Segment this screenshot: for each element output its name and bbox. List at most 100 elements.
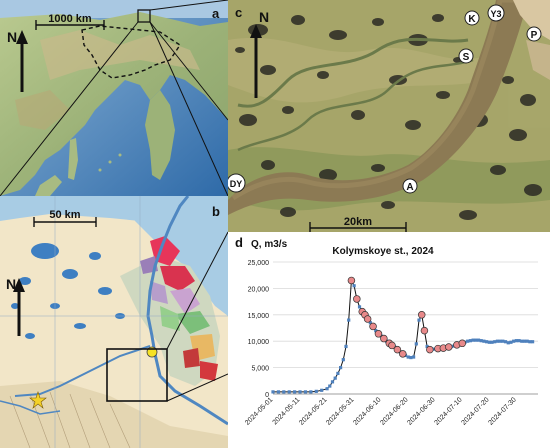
discharge-point (293, 390, 297, 394)
discharge-point (328, 384, 332, 388)
discharge-point (347, 318, 351, 322)
scale-bar-c: 20km (309, 216, 407, 232)
y-tick-label: 20,000 (248, 286, 270, 293)
discharge-point (336, 371, 340, 376)
sampling-point (353, 295, 361, 303)
x-tick-label: 2024-07-20 (460, 396, 490, 426)
discharge-point (530, 340, 535, 344)
y-tick-label: 25,000 (248, 260, 270, 267)
site-marker-dy: DY (228, 173, 246, 193)
x-tick-label: 2024-05-01 (244, 396, 274, 426)
discharge-point (341, 358, 345, 362)
x-tick-label: 2024-07-30 (488, 396, 518, 426)
discharge-point (339, 366, 343, 370)
sampling-point (388, 341, 396, 350)
discharge-point (509, 340, 513, 344)
discharge-point (528, 340, 532, 344)
site-marker-p: P (526, 26, 542, 42)
svg-text:N: N (7, 29, 17, 45)
discharge-point (344, 344, 348, 349)
chart-ylabel: Q, m3/s (251, 239, 288, 250)
discharge-point (357, 305, 362, 309)
discharge-point (303, 390, 308, 394)
svg-text:P: P (531, 30, 538, 41)
discharge-point (333, 376, 337, 380)
panel-label-d: d (235, 235, 243, 250)
svg-text:20km: 20km (344, 216, 372, 228)
discharge-point (487, 340, 491, 344)
discharge-point (409, 355, 413, 360)
scale-bar-b: 50 km (33, 209, 97, 227)
svg-text:N: N (6, 276, 16, 292)
discharge-point (271, 390, 275, 394)
discharge-point (314, 389, 318, 393)
discharge-point (479, 339, 483, 343)
panel-label-b: b (212, 204, 220, 219)
discharge-point (320, 388, 324, 392)
x-tick-label: 2024-06-30 (406, 396, 436, 426)
kolyma-river-channel (228, 0, 528, 215)
discharge-point (503, 340, 508, 344)
discharge-point (368, 321, 372, 325)
x-tick-label: 2024-06-20 (379, 396, 409, 426)
site-marker-y3: Y3 (487, 4, 505, 22)
panel-d-discharge-chart: d Q, m3/s Kolymskoye st., 2024 0 5,000 10,… (228, 232, 550, 448)
svg-text:S: S (463, 52, 470, 63)
y-tick-label: 15,000 (248, 313, 270, 320)
panel-a-overview-map: 1000 km N a (0, 0, 228, 196)
north-arrow-b: N (6, 276, 25, 336)
svg-text:1000 km: 1000 km (48, 13, 92, 25)
x-tick-label: 2024-06-10 (352, 396, 382, 426)
discharge-point (276, 390, 281, 394)
scale-bar-a: 1000 km (35, 13, 105, 30)
discharge-point (476, 338, 481, 342)
north-arrow-c: N (250, 9, 269, 98)
discharge-point (282, 390, 286, 394)
sampling-point (347, 276, 356, 285)
sampling-point (458, 339, 467, 348)
svg-text:A: A (406, 182, 413, 193)
discharge-point (466, 339, 470, 343)
site-marker-k: K (464, 10, 480, 26)
panel-label-c: c (235, 5, 242, 20)
discharge-point (517, 339, 521, 343)
discharge-point (525, 339, 529, 343)
y-tick-label: 10,000 (248, 339, 270, 346)
discharge-point (512, 339, 516, 343)
station-star-marker (29, 391, 47, 409)
discharge-point (298, 390, 302, 394)
svg-text:DY: DY (230, 179, 243, 189)
x-tick-label: 2024-05-31 (325, 396, 355, 426)
inset-box-a (137, 9, 151, 23)
discharge-point (468, 339, 472, 343)
panel-label-a: a (212, 6, 220, 21)
discharge-point (471, 338, 475, 342)
discharge-point (520, 339, 524, 343)
sampling-point (374, 330, 383, 338)
discharge-point (498, 339, 502, 343)
inset-box-b (106, 348, 168, 402)
discharge-point (482, 339, 486, 343)
svg-text:Y3: Y3 (490, 9, 501, 19)
y-tick-label: 5,000 (251, 366, 269, 373)
north-arrow-a: N (7, 29, 28, 92)
svg-text:N: N (259, 9, 269, 25)
svg-text:K: K (468, 14, 476, 25)
sampling-point (445, 343, 453, 351)
discharge-point (495, 339, 500, 343)
discharge-point (474, 338, 478, 342)
svg-text:50 km: 50 km (49, 209, 80, 221)
discharge-point (414, 342, 418, 346)
discharge-point (501, 339, 505, 343)
discharge-point (330, 380, 335, 384)
discharge-point (417, 318, 421, 322)
sampling-point (420, 326, 429, 335)
discharge-point (425, 344, 429, 349)
discharge-point (374, 329, 378, 333)
sampling-point (417, 311, 426, 319)
discharge-point (490, 340, 494, 344)
discharge-point (493, 340, 497, 344)
discharge-chart: d Q, m3/s Kolymskoye st., 2024 0 5,000 10,… (235, 235, 538, 427)
site-marker-s: S (458, 48, 474, 64)
x-tick-label: 2024-07-10 (433, 396, 463, 426)
